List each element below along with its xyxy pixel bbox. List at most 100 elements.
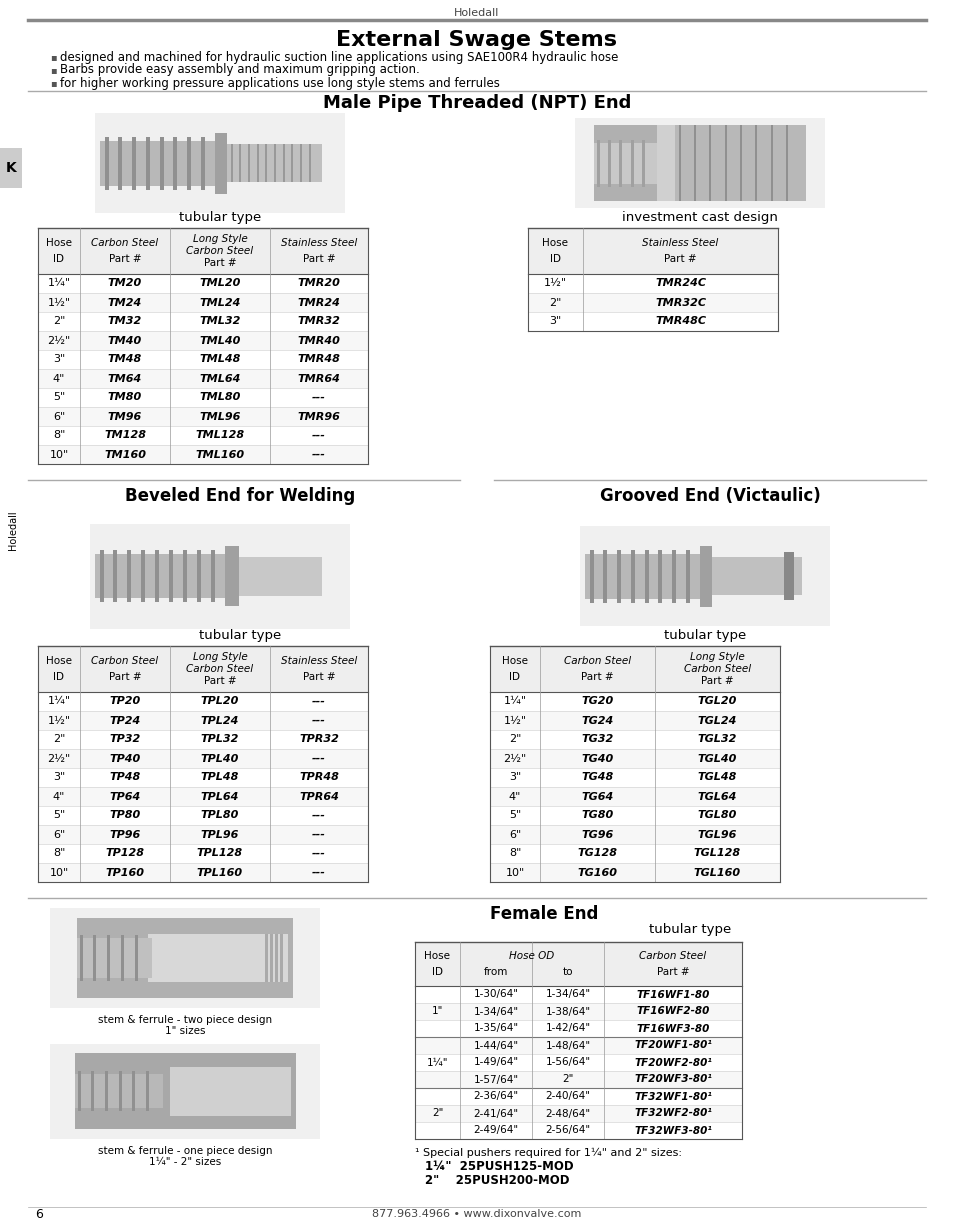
- Text: 2-49/64": 2-49/64": [473, 1126, 518, 1136]
- Text: designed and machined for hydraulic suction line applications using SAE100R4 hyd: designed and machined for hydraulic suct…: [60, 50, 618, 63]
- Bar: [274, 144, 275, 182]
- Text: 1-44/64": 1-44/64": [473, 1040, 518, 1050]
- Text: TGL40: TGL40: [697, 753, 737, 763]
- Text: Carbon Steel: Carbon Steel: [563, 657, 630, 667]
- Text: TPL24: TPL24: [200, 716, 239, 725]
- Bar: [589, 549, 594, 603]
- Text: TM20: TM20: [108, 278, 142, 288]
- Text: Hose: Hose: [542, 238, 568, 248]
- Text: 10": 10": [50, 867, 69, 878]
- Text: Stainless Steel: Stainless Steel: [641, 238, 718, 248]
- Text: 1¼"  25PUSH125-MOD: 1¼" 25PUSH125-MOD: [424, 1160, 573, 1173]
- Bar: [490, 748, 780, 768]
- Bar: [121, 935, 124, 980]
- Text: stem & ferrule - two piece design: stem & ferrule - two piece design: [98, 1015, 272, 1024]
- Text: Long Style: Long Style: [193, 234, 247, 244]
- Bar: [283, 144, 285, 182]
- Text: 5": 5": [52, 811, 65, 821]
- Bar: [187, 137, 191, 190]
- Bar: [675, 125, 805, 201]
- Bar: [693, 125, 696, 201]
- Text: ---: ---: [312, 716, 326, 725]
- Text: ID: ID: [53, 254, 65, 264]
- Bar: [256, 144, 258, 182]
- Bar: [575, 118, 824, 208]
- Bar: [490, 646, 780, 692]
- Text: 6": 6": [52, 829, 65, 840]
- Text: TGL128: TGL128: [693, 849, 740, 858]
- Bar: [80, 935, 83, 980]
- Text: stem & ferrule - one piece design: stem & ferrule - one piece design: [97, 1147, 272, 1156]
- Bar: [38, 863, 368, 882]
- Bar: [415, 941, 741, 987]
- Bar: [630, 140, 634, 187]
- Text: TMR24C: TMR24C: [655, 278, 705, 288]
- Text: 2½": 2½": [503, 753, 526, 763]
- Text: ---: ---: [312, 829, 326, 840]
- Text: 10": 10": [50, 449, 69, 459]
- Bar: [225, 546, 239, 606]
- Text: tubular type: tubular type: [648, 923, 730, 935]
- Text: TGL96: TGL96: [697, 829, 737, 840]
- Bar: [527, 293, 778, 313]
- Bar: [105, 137, 109, 190]
- Text: TF20WF3-80¹: TF20WF3-80¹: [634, 1074, 711, 1084]
- Text: 8": 8": [52, 431, 65, 441]
- Bar: [119, 1071, 122, 1111]
- Bar: [239, 144, 241, 182]
- Text: Beveled End for Welding: Beveled End for Welding: [125, 487, 355, 505]
- Text: TF20WF1-80¹: TF20WF1-80¹: [634, 1040, 711, 1050]
- Text: 1¼": 1¼": [48, 696, 71, 707]
- Bar: [671, 549, 676, 603]
- Bar: [38, 825, 368, 844]
- Bar: [594, 125, 805, 201]
- Bar: [38, 711, 368, 730]
- Text: 1-35/64": 1-35/64": [473, 1023, 518, 1033]
- Text: Grooved End (Victaulic): Grooved End (Victaulic): [599, 487, 820, 505]
- Text: TP64: TP64: [110, 791, 140, 801]
- Text: TML160: TML160: [195, 449, 244, 459]
- Bar: [75, 1074, 163, 1107]
- Bar: [77, 918, 293, 998]
- Bar: [146, 137, 150, 190]
- Bar: [38, 444, 368, 464]
- Bar: [527, 228, 778, 274]
- Bar: [770, 125, 772, 201]
- Text: Male Pipe Threaded (NPT) End: Male Pipe Threaded (NPT) End: [322, 94, 631, 112]
- Bar: [644, 549, 648, 603]
- Text: 1-57/64": 1-57/64": [473, 1074, 518, 1084]
- Text: ---: ---: [312, 392, 326, 403]
- Text: ---: ---: [312, 867, 326, 878]
- Bar: [105, 1071, 108, 1111]
- Bar: [594, 143, 657, 184]
- Bar: [415, 1071, 741, 1088]
- Text: Part #: Part #: [663, 254, 696, 264]
- Text: TP48: TP48: [110, 773, 140, 783]
- Bar: [211, 549, 214, 602]
- Text: TM40: TM40: [108, 336, 142, 346]
- Text: TM128: TM128: [104, 431, 146, 441]
- Bar: [0, 148, 22, 188]
- Text: 3": 3": [52, 773, 65, 783]
- Text: ▪: ▪: [50, 78, 56, 88]
- Text: ---: ---: [312, 431, 326, 441]
- Text: Carbon Steel: Carbon Steel: [683, 664, 750, 674]
- Text: ---: ---: [312, 849, 326, 858]
- Bar: [415, 1002, 741, 1020]
- Text: 2-41/64": 2-41/64": [473, 1109, 518, 1118]
- Text: 3": 3": [52, 354, 65, 365]
- Text: TML40: TML40: [199, 336, 240, 346]
- Text: ---: ---: [312, 753, 326, 763]
- Text: 1½": 1½": [503, 716, 526, 725]
- Bar: [658, 549, 661, 603]
- Text: Part #: Part #: [580, 672, 613, 681]
- Text: 8": 8": [508, 849, 520, 858]
- Text: 2": 2": [52, 316, 65, 326]
- Text: 1-42/64": 1-42/64": [545, 1023, 590, 1033]
- Text: 1½": 1½": [48, 298, 71, 308]
- Bar: [169, 549, 172, 602]
- Text: 6": 6": [52, 411, 65, 421]
- Text: TML128: TML128: [195, 431, 244, 441]
- Text: TP160: TP160: [106, 867, 144, 878]
- Text: 2-48/64": 2-48/64": [545, 1109, 590, 1118]
